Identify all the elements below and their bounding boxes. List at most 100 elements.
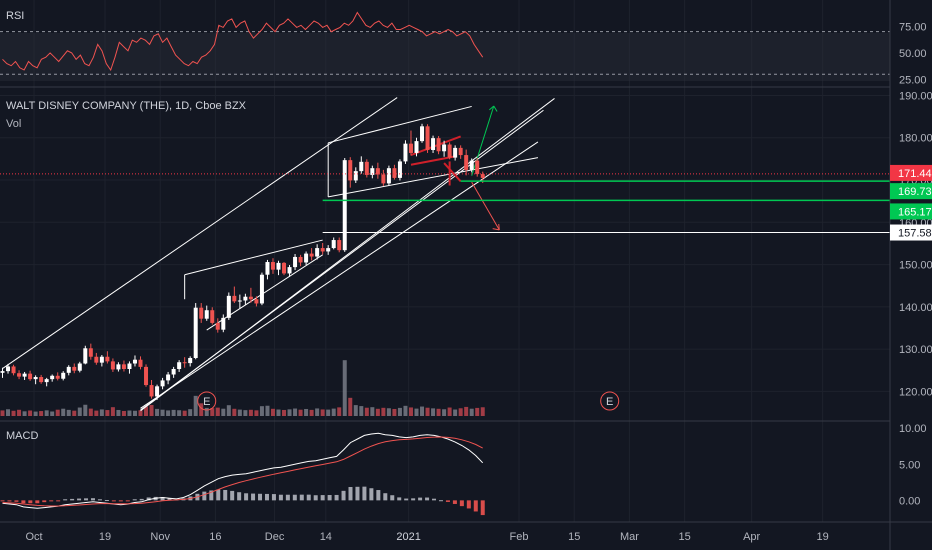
projection-up-arrowhead-a[interactable] (489, 105, 495, 111)
macd-hist-bar (397, 497, 402, 501)
price-tick-label: 120.00 (899, 386, 932, 398)
macd-hist-bar (111, 500, 116, 502)
macd-line (2, 432, 484, 509)
candle-body (204, 310, 209, 319)
price-tag (890, 203, 932, 220)
flag-drop[interactable] (443, 162, 462, 182)
projection-down-arrow[interactable] (471, 181, 500, 231)
candle-body (177, 362, 182, 369)
candle-body (359, 161, 364, 172)
macd-hist-bar (160, 497, 165, 501)
projection-down-arrowhead-b[interactable] (498, 223, 500, 230)
macd-hist-bar (90, 498, 95, 501)
volume-bar (221, 408, 226, 416)
macd-hist-bar (459, 500, 464, 507)
candle-body (282, 262, 287, 274)
macd-hist-bar (251, 493, 256, 501)
candle-body (381, 174, 386, 184)
projection-down-arrowhead-a[interactable] (492, 228, 500, 231)
volume-bar (480, 407, 485, 416)
macd-hist-bar (7, 500, 12, 502)
wedge-upper[interactable] (184, 239, 323, 276)
macd-hist-bar (445, 500, 450, 502)
symbol-title[interactable]: WALT DISNEY COMPANY (THE), 1D, Cboe BZX (6, 100, 247, 112)
flag-bottom[interactable] (410, 155, 456, 166)
volume-bar (72, 410, 77, 416)
macd-tick-label: 0.00 (899, 495, 920, 507)
macd-hist-bar (35, 500, 40, 504)
price-tag-label: 165.17 (898, 206, 932, 218)
volume-bar (66, 409, 71, 416)
macd-hist-bar (21, 500, 26, 504)
candle-body (304, 253, 309, 263)
earnings-circle[interactable] (197, 391, 217, 411)
candle-body (480, 174, 485, 178)
rsi-levels (0, 31, 890, 75)
volume-bar (370, 407, 375, 416)
macd-hist-bar (125, 500, 130, 502)
candle-body (237, 300, 242, 302)
candle-body (33, 377, 38, 380)
volume-bar (11, 410, 16, 416)
volume-bar (414, 408, 419, 416)
volume-bar (149, 405, 154, 416)
candle-body (353, 171, 358, 181)
candle-body (348, 160, 353, 181)
candle-body (199, 307, 204, 319)
macd-hist-bar (230, 490, 235, 501)
volume-bar (138, 410, 143, 416)
price-tag (890, 183, 932, 200)
time-tick-label: Dec (265, 531, 285, 543)
candle-body (309, 253, 314, 257)
candle-body (431, 138, 436, 150)
candle-body (155, 386, 160, 397)
candle-body (171, 368, 176, 375)
macd-hist-bar (390, 495, 395, 501)
macd-hist-bar (334, 494, 339, 501)
time-axis[interactable]: Oct 19 Nov 16 Dec 14 2021 Feb 15 Mar 15 Apr 19 (25, 531, 828, 543)
macd-hist-bar (320, 495, 325, 501)
macd-hist-bar (258, 493, 263, 501)
flag-top[interactable] (410, 135, 462, 157)
time-tick-label: Oct (25, 531, 42, 543)
price-tag-label: 157.58 (898, 228, 932, 240)
earnings-circle[interactable] (600, 391, 620, 411)
channel-top-lower[interactable] (328, 157, 539, 198)
volume-bar (105, 410, 110, 416)
time-tick-label: 2021 (396, 531, 420, 543)
volume-bar (171, 409, 176, 416)
wedge-lower[interactable] (206, 254, 323, 331)
channel-upper-long[interactable] (2, 97, 398, 369)
macd-hist-bar (432, 498, 437, 501)
volume-bar (436, 408, 441, 416)
candle-body (248, 296, 253, 300)
channel-top-upper[interactable] (328, 105, 472, 144)
candle-body (83, 348, 88, 364)
projection-up-arrowhead-b[interactable] (493, 105, 498, 112)
macd-hist-bar (84, 498, 89, 501)
macd-hist-bar (299, 494, 304, 501)
macd-hist-bar (49, 500, 54, 502)
macd-hist-bar (376, 490, 381, 501)
volume-bar (199, 403, 204, 416)
candle-body (144, 366, 149, 386)
volume-bar (6, 409, 11, 416)
candle-body (254, 299, 259, 304)
volume-bar (44, 410, 49, 416)
macd-hist-bar (438, 500, 443, 502)
trendline-drawings[interactable] (2, 97, 555, 412)
rsi-tick-label: 50.00 (899, 48, 927, 60)
candle-body (17, 373, 22, 377)
candle-body (287, 267, 292, 274)
channel-mid-1[interactable] (140, 141, 539, 409)
macd-hist-bar (28, 500, 33, 504)
volume-bar (320, 409, 325, 416)
volume-bar (121, 410, 126, 416)
price-tag-label: 169.73 (898, 186, 932, 198)
candle-body (320, 248, 325, 252)
price-axis[interactable]: 75.0050.0025.00190.00180.00170.00160.001… (899, 21, 932, 507)
volume-bar (166, 410, 171, 416)
